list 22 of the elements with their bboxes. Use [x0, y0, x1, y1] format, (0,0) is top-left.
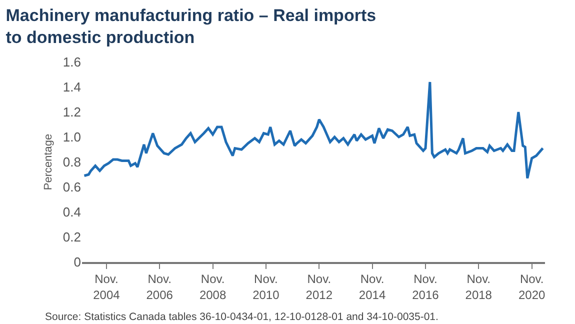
x-tick-label: Nov. 2020 [518, 272, 546, 302]
y-tick-label: 0.2 [62, 230, 81, 245]
y-tick-label: 0.6 [62, 180, 81, 195]
y-tick-label: 1.6 [62, 54, 81, 70]
y-tick-label: 1.4 [62, 80, 81, 95]
y-tick-label: 1.0 [62, 130, 81, 145]
x-tick-label: Nov. 2008 [199, 272, 226, 302]
x-tick-label: Nov. 2018 [465, 272, 492, 302]
y-tick-label: 1.2 [62, 104, 81, 120]
x-tick-label: Nov. 2016 [412, 272, 440, 302]
y-tick-label: 0 [74, 254, 81, 270]
x-tick-label: Nov. 2004 [93, 272, 120, 302]
x-tick-label: Nov. 2014 [358, 272, 386, 302]
source-note: Source: Statistics Canada tables 36-10-0434-01, 12-10-0128-01 and 34-10-0035-01. [45, 311, 438, 323]
x-tick-label: Nov. 2006 [146, 272, 174, 302]
y-tick-label: 0.4 [62, 204, 81, 220]
y-axis-title: Percentage [42, 134, 55, 190]
y-tick-label: 0.8 [62, 154, 81, 170]
chart-title: Machinery manufacturing ratio – Real imports to domestic production [6, 6, 376, 48]
x-tick-label: Nov. 2010 [252, 272, 280, 302]
x-tick-label: Nov. 2012 [306, 272, 333, 302]
line-series [83, 80, 544, 180]
